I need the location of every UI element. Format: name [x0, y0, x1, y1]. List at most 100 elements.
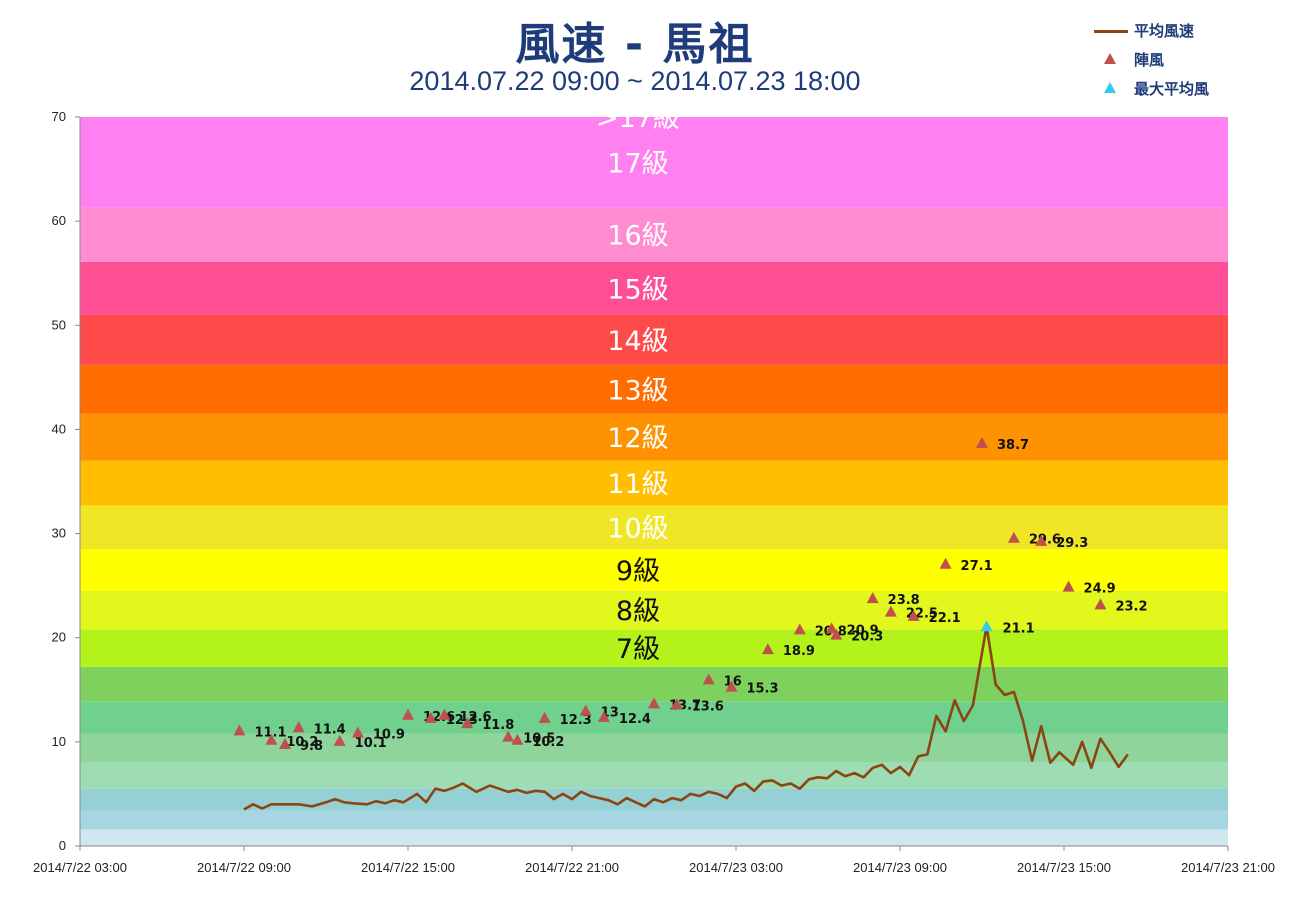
gust-marker — [265, 733, 278, 745]
chart-subtitle: 2014.07.22 09:00 ~ 2014.07.23 18:00 — [409, 66, 861, 96]
gust-label: 13.6 — [692, 699, 724, 714]
gust-label: 11.8 — [482, 718, 514, 733]
band — [80, 207, 1228, 262]
band — [80, 829, 1228, 846]
x-tick-label: 2014/7/22 03:00 — [33, 860, 127, 875]
band-label: 13級 — [607, 375, 668, 406]
gust-marker — [939, 557, 952, 569]
gust-series: 11.110.29.811.410.110.912.612.312.611.81… — [233, 436, 1148, 754]
gust-marker — [351, 726, 364, 738]
y-tick-label: 0 — [59, 838, 66, 853]
gust-marker — [579, 704, 592, 716]
avg-wind-line — [243, 624, 1129, 811]
gust-label: 15.3 — [746, 682, 778, 697]
legend-item-gust: 陣風 — [1090, 45, 1209, 74]
x-tick-label: 2014/7/23 03:00 — [689, 860, 783, 875]
band-label: 16級 — [607, 221, 668, 252]
gust-label: 12.4 — [619, 712, 651, 727]
gust-marker — [424, 711, 437, 723]
gust-marker — [725, 680, 738, 692]
legend-label-maxavg: 最大平均風 — [1134, 80, 1210, 98]
band — [80, 762, 1228, 789]
band-label: 10級 — [607, 513, 668, 544]
chart-title: 風速 - 馬祖 — [515, 19, 755, 70]
gust-marker — [233, 724, 246, 736]
band — [80, 314, 1228, 365]
x-tick-label: 2014/7/23 09:00 — [853, 860, 947, 875]
gust-label: 38.7 — [997, 438, 1029, 453]
y-tick-label: 20 — [52, 630, 66, 645]
gust-label: 20.3 — [851, 630, 883, 645]
band-label: 9級 — [616, 556, 660, 587]
legend-triangle-icon — [1090, 79, 1134, 99]
max-average-label: 21.1 — [1003, 621, 1035, 636]
max-average-marker — [980, 620, 993, 632]
gust-marker — [511, 733, 524, 745]
gust-marker — [793, 623, 806, 635]
y-tick-label: 30 — [52, 526, 66, 541]
gust-label: 10.2 — [286, 735, 318, 750]
legend-line-icon — [1090, 21, 1134, 41]
gust-label: 10.5 — [523, 732, 555, 747]
band-label: 15級 — [607, 274, 668, 305]
band — [80, 460, 1228, 506]
gust-marker — [648, 697, 660, 709]
gust-marker — [1062, 580, 1075, 592]
gust-label: 22.1 — [929, 611, 961, 626]
gust-label: 11.4 — [314, 722, 346, 737]
chart-legend: 平均風速 陣風 最大平均風 — [1090, 16, 1209, 103]
gust-marker — [461, 717, 474, 729]
gust-marker — [279, 737, 291, 749]
gust-label: 27.1 — [961, 559, 993, 574]
gust-marker — [1035, 534, 1048, 546]
gust-label: 9.8 — [300, 739, 323, 754]
beaufort-bands: 7級 8級 9級 10級 11級 12級 13級 14級 15級 16級 17級 >17級 — [80, 103, 1228, 846]
band — [80, 810, 1228, 830]
x-tick-label: 2014/7/23 15:00 — [1017, 860, 1111, 875]
y-tick-label: 70 — [52, 109, 66, 124]
band-label: >17級 — [596, 103, 680, 134]
band-label: 12級 — [607, 423, 668, 454]
band — [80, 261, 1228, 315]
y-tick-label: 10 — [52, 734, 66, 749]
band — [80, 413, 1228, 461]
gust-marker — [333, 734, 346, 746]
gust-label: 23.2 — [1115, 599, 1147, 614]
band-label: 11級 — [607, 469, 668, 500]
band — [80, 364, 1228, 414]
band — [80, 590, 1228, 630]
gust-marker — [502, 730, 515, 742]
gust-marker — [761, 643, 774, 655]
x-tick-label: 2014/7/22 15:00 — [361, 860, 455, 875]
band-label: 14級 — [607, 326, 668, 357]
gust-label: 29.3 — [1056, 536, 1088, 551]
max-average-marker-group: 21.1 — [980, 620, 1035, 636]
gust-label: 24.9 — [1084, 582, 1116, 597]
gust-label: 11.1 — [254, 725, 286, 740]
gust-label: 20.9 — [847, 623, 879, 638]
gust-marker — [670, 698, 683, 710]
y-tick-label: 50 — [52, 317, 66, 332]
gust-label: 10.2 — [532, 735, 564, 750]
gust-marker — [976, 436, 988, 448]
gust-marker — [538, 711, 551, 723]
gust-marker — [907, 609, 920, 621]
x-tick-label: 2014/7/22 21:00 — [525, 860, 619, 875]
gust-marker — [1094, 598, 1107, 610]
gust-label: 10.1 — [355, 736, 387, 751]
legend-item-avg: 平均風速 — [1090, 16, 1209, 45]
band — [80, 505, 1228, 550]
gust-label: 16 — [724, 674, 742, 689]
band-label: 7級 — [616, 634, 660, 665]
gust-label: 23.8 — [888, 593, 920, 608]
gust-marker — [884, 605, 897, 617]
legend-item-maxavg: 最大平均風 — [1090, 74, 1209, 103]
gust-marker — [1007, 531, 1020, 543]
gust-marker — [597, 710, 610, 722]
band-label: 8級 — [616, 596, 660, 627]
gust-marker — [866, 592, 879, 604]
x-tick-label: 2014/7/22 09:00 — [197, 860, 291, 875]
average-wind-series — [243, 624, 1129, 811]
band — [80, 666, 1228, 702]
gust-marker — [292, 721, 305, 733]
